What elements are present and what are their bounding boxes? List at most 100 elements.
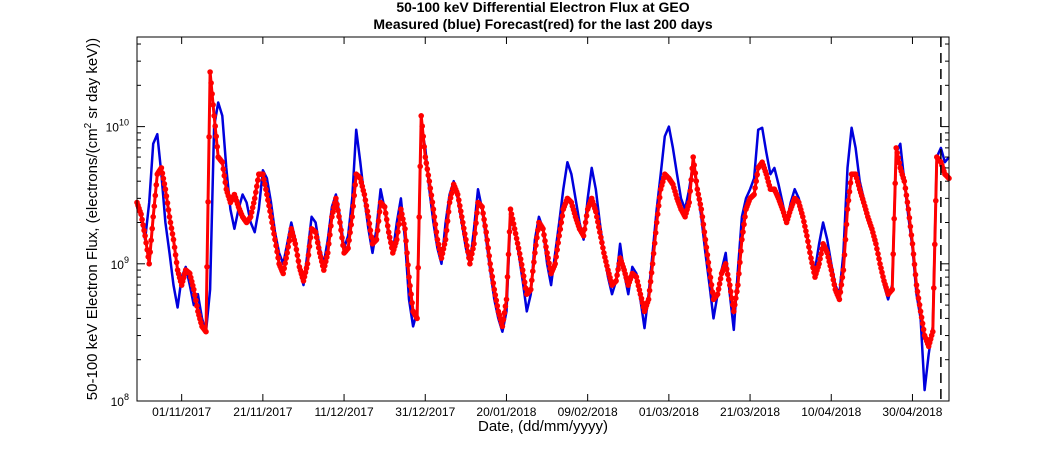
data-point [479, 204, 485, 210]
data-point [364, 208, 371, 214]
data-point [801, 218, 807, 225]
data-point [171, 244, 178, 251]
data-point [890, 251, 896, 257]
data-point [443, 227, 450, 234]
data-point [468, 255, 474, 262]
data-point [875, 251, 881, 257]
data-point [381, 204, 388, 210]
x-tick-label: 20/01/2018 [476, 405, 536, 419]
data-point [162, 186, 169, 192]
data-point [318, 258, 325, 265]
data-point [494, 303, 501, 309]
data-point [168, 225, 175, 231]
data-point [406, 274, 412, 280]
data-point [827, 263, 833, 269]
series-layer [134, 69, 952, 392]
data-point [404, 250, 410, 256]
data-point [163, 193, 170, 199]
data-point [275, 254, 281, 261]
data-point [247, 214, 254, 220]
data-point [500, 316, 507, 323]
data-point [636, 287, 643, 293]
data-point [191, 286, 197, 293]
data-point [727, 282, 733, 288]
data-point [326, 241, 332, 247]
data-point [736, 270, 742, 277]
data-point [559, 213, 566, 219]
data-point [521, 279, 528, 286]
data-point [441, 241, 448, 248]
data-point [656, 194, 663, 201]
data-point [434, 236, 441, 243]
data-point [402, 226, 408, 232]
data-point [264, 191, 270, 198]
data-point [490, 280, 497, 286]
data-point [700, 221, 707, 228]
data-point [300, 278, 307, 284]
data-point [826, 258, 832, 265]
data-point [139, 216, 145, 223]
data-point [422, 154, 429, 160]
data-point [557, 226, 564, 232]
data-point [506, 229, 513, 235]
data-point [346, 237, 352, 244]
data-point [804, 233, 810, 239]
data-point [693, 178, 700, 184]
data-point [210, 102, 216, 108]
data-point [516, 250, 523, 257]
data-point [513, 235, 520, 242]
data-point [741, 221, 747, 228]
data-point [522, 285, 529, 292]
data-point [639, 300, 646, 306]
data-point [533, 242, 539, 249]
data-point [647, 278, 654, 285]
data-point [880, 273, 886, 280]
data-point [347, 229, 353, 236]
data-point [842, 236, 849, 243]
data-point [840, 267, 847, 273]
data-point [403, 238, 409, 244]
data-point [839, 274, 846, 281]
data-point [728, 288, 734, 295]
data-point [352, 182, 359, 188]
data-point [348, 221, 355, 228]
data-point [329, 214, 335, 220]
data-point [920, 326, 927, 333]
data-point [382, 210, 389, 216]
data-point [512, 230, 519, 237]
data-point [472, 230, 478, 237]
data-point [426, 178, 433, 184]
data-point [250, 200, 257, 206]
data-point [301, 273, 308, 280]
data-point [517, 256, 524, 262]
data-point [723, 266, 730, 272]
data-point [438, 255, 445, 261]
data-point [531, 259, 537, 265]
data-point [481, 216, 487, 223]
data-point [708, 282, 715, 288]
data-point [751, 191, 757, 198]
data-point [696, 196, 703, 202]
data-point [285, 244, 292, 250]
data-point [655, 203, 662, 209]
data-point [919, 320, 926, 327]
data-point [613, 278, 619, 284]
data-point [828, 267, 835, 273]
data-point [368, 234, 375, 240]
data-point [908, 232, 915, 238]
data-point [140, 222, 146, 228]
data-point [454, 191, 461, 198]
data-point [602, 254, 608, 260]
data-point [913, 282, 920, 288]
data-point [896, 160, 903, 166]
data-point [489, 273, 496, 280]
data-point [707, 274, 714, 281]
data-point [361, 191, 368, 198]
data-point [325, 250, 331, 256]
data-point [735, 282, 741, 288]
plot-frame [136, 36, 950, 402]
data-point [398, 206, 404, 212]
y-axis-label-sup: 2 [83, 122, 94, 128]
data-point [447, 195, 454, 201]
data-point [734, 288, 740, 295]
